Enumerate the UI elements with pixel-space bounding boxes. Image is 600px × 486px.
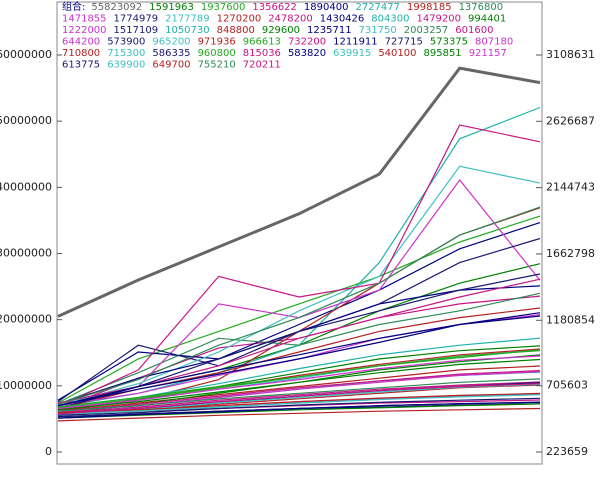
legend-entry: 540100 [378,48,416,59]
legend-entry: 971936 [198,37,236,48]
legend-entry: 731750 [359,25,397,36]
legend-entry: 2727477 [355,2,400,13]
y2-tick-label: 2144743 [546,181,595,194]
axes: 0 10000000 20000000 30000000 40000000 5000000… [0,48,595,458]
series-line [57,378,541,412]
y-tick-label: 60000000 [0,48,52,61]
legend-entry: 895851 [424,48,462,59]
legend-entry: 960800 [198,48,236,59]
y-tick-label: 40000000 [0,180,52,193]
y2-tick-label: 705603 [546,379,588,392]
legend-entry: 1356622 [252,2,297,13]
series-line [57,358,541,411]
series-line [57,355,541,410]
legend-entry: 815036 [243,48,281,59]
series-line [57,401,541,419]
y-tick-label: 10000000 [0,379,52,392]
y2-tick-label: 223659 [546,445,588,458]
y2-tick-label: 1180854 [546,313,595,326]
legend-entry: 966613 [243,37,281,48]
series-line [57,315,541,407]
series-line [57,206,541,405]
legend-entry: 639900 [107,60,145,71]
series-line [57,292,541,405]
series-line [57,124,541,408]
legend-entry: 732200 [288,37,326,48]
legend-entry: 1430426 [320,14,365,25]
legend-entry: 1937600 [201,2,246,13]
legend-entry: 586335 [152,48,190,59]
legend-entry: 583820 [288,48,326,59]
legend-entry: 710800 [62,48,100,59]
series-line [57,365,541,412]
y-tick-label: 20000000 [0,313,52,326]
legend-entry: 755210 [198,60,236,71]
series-line [57,370,541,412]
legend-entry: 573900 [107,37,145,48]
y-tick-label: 0 [45,445,52,458]
legend-entry: 1050730 [165,25,210,36]
legend-entry: 1222000 [62,25,107,36]
series-line [57,407,541,422]
legend: 组合: 55823092 1591963 1937600 1356622 1890400… [62,0,513,71]
legend-entry: 613775 [62,60,100,71]
y-tick-label: 50000000 [0,114,52,127]
legend-entry: 639915 [333,48,371,59]
series-line [57,222,541,401]
legend-entry: 929600 [262,25,300,36]
legend-entry: 921157 [469,48,507,59]
series-line [57,350,541,410]
series-line [57,215,541,404]
legend-entry: 1235711 [307,25,352,36]
series-line [57,394,541,415]
y-tick-label: 30000000 [0,247,52,260]
series-line [57,392,541,414]
legend-entry: 644200 [62,37,100,48]
legend-entry: 965200 [152,37,190,48]
lines [57,66,541,422]
legend-entry: 2177789 [165,14,210,25]
legend-entry: 1890400 [304,2,349,13]
legend-entry: 994401 [468,14,506,25]
legend-entry: 1376800 [459,2,504,13]
legend-entry: 1479200 [416,14,461,25]
series-line [57,381,541,414]
series-line [57,383,541,415]
series-line [57,165,541,407]
legend-entry: 2003257 [404,25,449,36]
legend-entry: 804300 [371,14,409,25]
legend-entry: 807180 [475,37,513,48]
legend-entry: 1517109 [114,25,159,36]
legend-entry: 55823092 [91,2,142,13]
legend-entry: 601600 [455,25,493,36]
legend-entry: 720211 [243,60,281,71]
legend-entry: 1998185 [407,2,452,13]
legend-entry: 2478200 [268,14,313,25]
legend-entry: 848800 [217,25,255,36]
legend-entry: 1591963 [149,2,194,13]
series-line [57,397,541,416]
legend-entry: 715300 [107,48,145,59]
y2-tick-label: 1662798 [546,247,595,260]
series-line [57,66,541,318]
legend-title: 组合: [62,0,85,13]
legend-entry: 1774979 [114,14,159,25]
legend-entry: 1270200 [217,14,262,25]
legend-entry: 1211911 [333,37,378,48]
legend-entry: 1471855 [62,14,107,25]
y2-tick-label: 2626687 [546,114,595,127]
legend-entry: 649700 [152,60,190,71]
legend-entry: 573375 [430,37,468,48]
y2-tick-label: 3108631 [546,48,595,61]
legend-entry: 727715 [385,37,423,48]
